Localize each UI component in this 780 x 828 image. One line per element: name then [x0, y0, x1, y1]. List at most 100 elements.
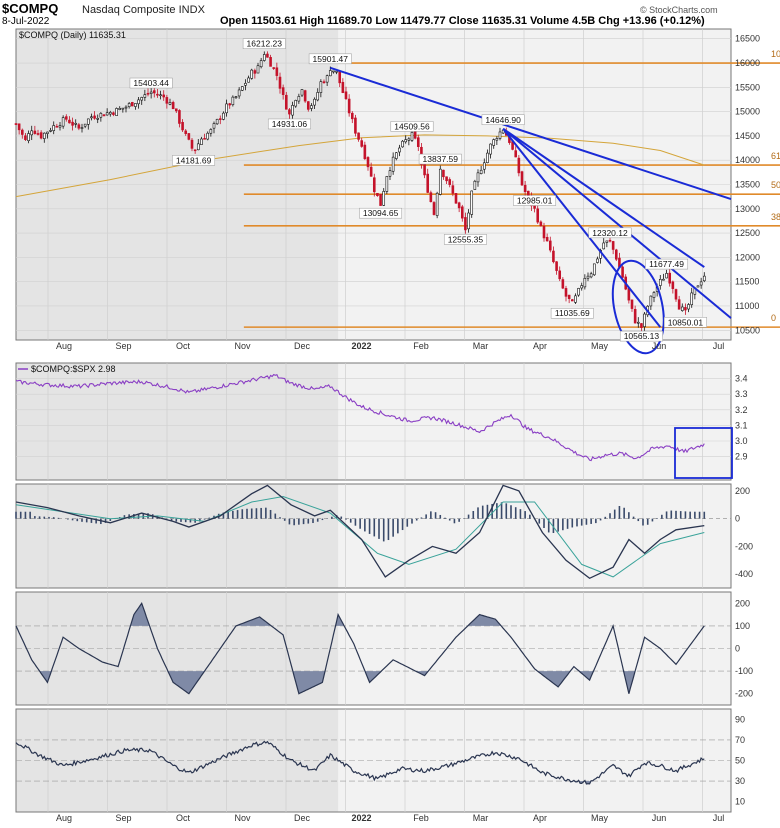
macd-histogram-bar: [288, 518, 291, 525]
macd-histogram-bar: [222, 512, 225, 519]
candle-body: [222, 112, 225, 120]
candle-body: [130, 102, 134, 107]
price-label-box: [242, 38, 286, 49]
x-tick-label: Feb: [413, 813, 429, 823]
candle-body: [36, 133, 40, 135]
candle-body: [467, 212, 470, 230]
candle-body: [225, 103, 228, 114]
candle-body: [385, 176, 389, 192]
price-axis-label: 16500: [735, 34, 760, 44]
price-label-box: [308, 53, 352, 65]
macd-histogram-bar: [458, 518, 460, 522]
candle-body: [445, 176, 448, 182]
x-tick-label: Nov: [234, 813, 251, 823]
x-tick-label: Jul: [713, 341, 725, 351]
panel-frame: [15, 483, 732, 589]
candle-body: [464, 217, 467, 231]
macd-histogram-bar: [529, 514, 531, 519]
macd-histogram-bar: [255, 508, 258, 519]
macd-axis-label: 200: [735, 486, 750, 496]
candle-body: [24, 135, 27, 140]
macd-histogram-bar: [467, 514, 470, 519]
fib-level-label: 38.2: [771, 212, 780, 222]
candle-body: [357, 132, 360, 140]
candle-body: [338, 70, 342, 84]
macd-histogram-bar: [15, 511, 17, 519]
price-label-box: [619, 330, 663, 342]
price-axis-label: 13500: [735, 180, 760, 190]
macd-histogram-bar: [180, 518, 182, 522]
candle-body: [86, 118, 90, 125]
candle-body: [159, 94, 162, 97]
macd-histogram-bar: [679, 511, 682, 519]
candle-body: [39, 132, 43, 139]
price-label-box: [443, 234, 487, 245]
price-label: 14646.90: [485, 115, 521, 125]
rsi-axis-label: 50: [735, 756, 745, 766]
macd-histogram-bar: [241, 509, 244, 519]
candle-body: [294, 100, 298, 107]
macd-histogram-bar: [590, 518, 592, 524]
price-label-box: [663, 317, 707, 328]
candle-body: [20, 129, 24, 135]
price-axis-label: 11500: [735, 277, 759, 287]
candle-body: [90, 116, 93, 119]
candle-body: [592, 263, 596, 276]
candle-body: [178, 110, 181, 124]
macd-histogram-bar: [81, 518, 83, 522]
ratio-axis-label: 3.3: [735, 389, 748, 399]
x-tick-label: Feb: [413, 341, 429, 351]
candle-body: [215, 118, 219, 125]
x-tick-label: Dec: [294, 813, 311, 823]
ratio-axis-label: 2.9: [735, 452, 748, 462]
macd-histogram-bar: [444, 517, 446, 519]
candle-body: [306, 101, 310, 110]
candle-body: [244, 82, 247, 86]
candle-body: [112, 112, 115, 115]
macd-histogram-bar: [170, 518, 173, 521]
candle-body: [354, 117, 357, 134]
candle-body: [382, 191, 386, 206]
candle-body: [102, 114, 106, 117]
macd-histogram-bar: [48, 516, 50, 519]
price-label: 15403.44: [133, 78, 169, 88]
candle-body: [671, 281, 675, 289]
macd-histogram-bar: [85, 518, 88, 523]
candle-body: [552, 250, 555, 263]
candle-body: [300, 89, 304, 96]
candle-body: [121, 107, 125, 110]
price-label-box: [588, 227, 632, 239]
macd-histogram-bar: [387, 518, 390, 541]
candle-body: [190, 139, 194, 149]
price-label-box: [129, 77, 173, 89]
candle-body: [115, 108, 118, 116]
candle-body: [30, 130, 34, 136]
price-label-box: [359, 207, 403, 219]
candle-body: [27, 133, 30, 141]
candle-body: [303, 90, 307, 102]
price-label: 16212.23: [247, 39, 283, 49]
ratio-axis-label: 3.0: [735, 436, 748, 446]
price-axis-label: 12500: [735, 228, 760, 238]
fib-level-label: 61.8: [771, 151, 780, 161]
price-label-box: [481, 114, 525, 126]
price-label-box: [267, 118, 311, 130]
candle-body: [696, 285, 700, 288]
price-axis-label: 14500: [735, 131, 760, 141]
candle-body: [231, 96, 235, 106]
candle-body: [649, 295, 653, 307]
macd-histogram-bar: [481, 505, 484, 519]
candle-body: [61, 117, 65, 127]
macd-histogram-bar: [392, 518, 394, 537]
candle-body: [168, 102, 172, 105]
macd-histogram-bar: [43, 516, 46, 519]
macd-histogram-bar: [628, 512, 630, 519]
candle-body: [196, 143, 200, 151]
candle-body: [416, 137, 420, 147]
macd-histogram-bar: [609, 513, 611, 519]
macd-histogram-bar: [576, 518, 578, 527]
candle-body: [442, 169, 445, 178]
candle-body: [520, 171, 524, 186]
macd-histogram-bar: [57, 517, 60, 519]
